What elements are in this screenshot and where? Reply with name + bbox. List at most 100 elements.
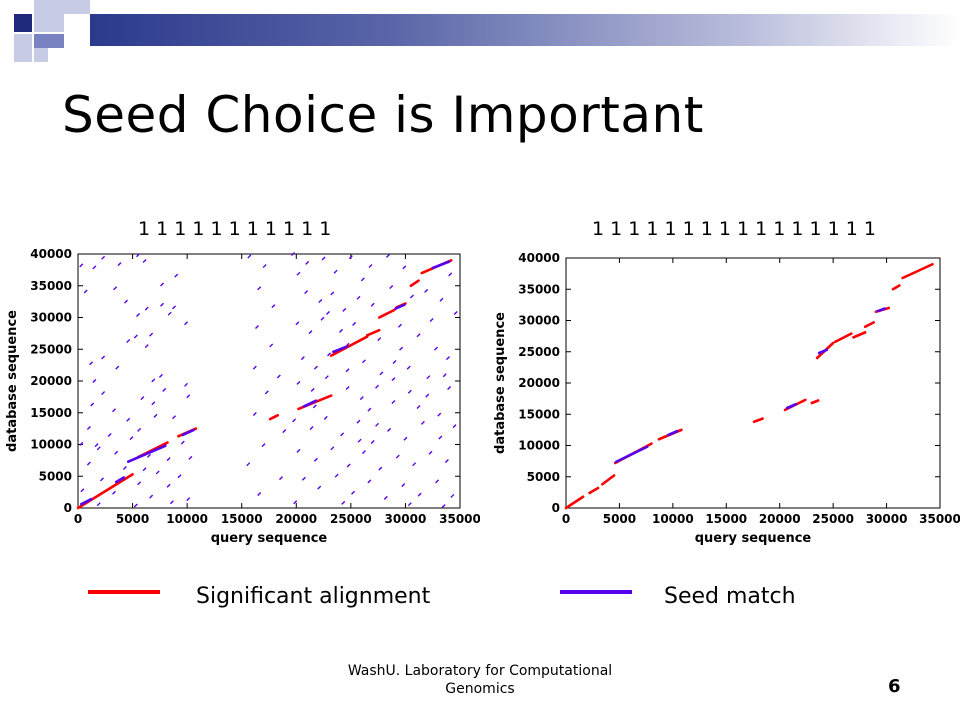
seed-hit-point bbox=[149, 494, 154, 499]
significant-alignment-segment bbox=[833, 332, 853, 344]
seed-hit-point bbox=[158, 373, 163, 378]
x-tick-label: 5000 bbox=[603, 512, 636, 526]
seed-hit-point bbox=[341, 500, 346, 505]
seed-hit-point bbox=[172, 305, 177, 310]
seed-hit-point bbox=[323, 415, 328, 420]
y-tick-label: 40000 bbox=[518, 251, 560, 265]
seed-hit-point bbox=[345, 385, 350, 390]
legend-significant-swatch bbox=[88, 590, 160, 594]
y-tick-label: 20000 bbox=[518, 376, 560, 390]
seed-hit-point bbox=[370, 439, 375, 444]
seed-hit-point bbox=[375, 384, 380, 389]
seed-hit-point bbox=[279, 476, 284, 481]
seed-hit-point bbox=[117, 262, 122, 267]
y-tick-label: 30000 bbox=[30, 311, 72, 325]
seed-hit-point bbox=[79, 263, 84, 268]
y-tick-label: 15000 bbox=[518, 407, 560, 421]
seed-hit-point bbox=[115, 365, 120, 370]
seed-hit-point bbox=[361, 450, 366, 455]
seed-hit-point bbox=[186, 497, 191, 502]
seed-hit-point bbox=[252, 412, 257, 417]
seed-hit-point bbox=[160, 282, 165, 287]
y-tick-label: 35000 bbox=[30, 279, 72, 293]
seed-hit-point bbox=[437, 412, 442, 417]
seed-hit-point bbox=[146, 453, 151, 458]
seed-hit-point bbox=[379, 371, 384, 376]
x-tick-label: 10000 bbox=[652, 512, 694, 526]
seed-hit-point bbox=[333, 269, 338, 274]
y-tick-label: 30000 bbox=[518, 314, 560, 328]
seed-hit-point bbox=[424, 288, 429, 293]
seed-hit-point bbox=[409, 294, 414, 299]
x-tick-label: 20000 bbox=[275, 512, 317, 526]
y-tick-label: 5000 bbox=[39, 469, 72, 483]
seed-hit-point bbox=[107, 432, 112, 437]
seed-hit-point bbox=[346, 463, 351, 468]
significant-alignment-segment bbox=[863, 321, 876, 329]
seed-hit-point bbox=[308, 330, 313, 335]
seed-hit-point bbox=[247, 254, 252, 259]
significant-alignment-segment bbox=[852, 331, 867, 339]
seed-hit-point bbox=[324, 375, 329, 380]
page-number: 6 bbox=[888, 676, 901, 697]
seed-hit-point bbox=[330, 446, 335, 451]
seed-hit-point bbox=[452, 424, 457, 429]
seed-hit-point bbox=[444, 459, 449, 464]
seed-hit-point bbox=[264, 390, 269, 395]
seed-hit-point bbox=[420, 420, 425, 425]
seed-hit-point bbox=[426, 375, 431, 380]
seed-hit-point bbox=[356, 419, 361, 424]
seed-hit-point bbox=[188, 455, 193, 460]
seed-hit-point bbox=[359, 396, 364, 401]
deco-square-lavender bbox=[14, 34, 32, 62]
seed-hit-point bbox=[186, 394, 191, 399]
seed-hit-point bbox=[129, 436, 134, 441]
seed-hit-point bbox=[122, 466, 127, 470]
seed-hit-point bbox=[445, 356, 450, 361]
seed-hit-point bbox=[441, 504, 446, 509]
seed-hit-point bbox=[317, 485, 322, 490]
x-tick-label: 15000 bbox=[705, 512, 747, 526]
deco-square-blue bbox=[34, 34, 64, 48]
seed-hit-point bbox=[126, 339, 131, 343]
seed-hit-point bbox=[429, 318, 434, 323]
seed-hit-point bbox=[367, 407, 372, 412]
legend-significant-label: Significant alignment bbox=[196, 584, 431, 609]
seed-hit-point bbox=[269, 343, 274, 348]
seed-hit-point bbox=[425, 393, 430, 398]
x-tick-label: 25000 bbox=[330, 512, 372, 526]
significant-alignment-segment bbox=[901, 262, 934, 280]
seed-hit-point bbox=[377, 337, 382, 342]
plot-frame bbox=[565, 257, 941, 509]
seed-pattern-label-right: 1 1 1 1 1 1 1 1 1 1 1 1 1 1 1 1 bbox=[592, 218, 877, 240]
plot-frame bbox=[77, 253, 461, 509]
seed-hit-point bbox=[137, 427, 142, 432]
seed-hit-point bbox=[392, 359, 397, 364]
seed-match-segment bbox=[114, 476, 126, 484]
seed-hit-point bbox=[295, 321, 300, 326]
seed-hit-point bbox=[438, 435, 443, 440]
seed-hit-point bbox=[254, 325, 259, 330]
seed-hit-point bbox=[113, 286, 118, 291]
seed-hit-point bbox=[309, 425, 314, 430]
significant-alignment-segment bbox=[601, 474, 616, 486]
significant-alignment-segment bbox=[377, 308, 396, 319]
slide-title: Seed Choice is Important bbox=[62, 86, 704, 144]
seed-hit-point bbox=[433, 346, 438, 351]
seed-hit-point bbox=[375, 422, 380, 427]
seed-hit-point bbox=[387, 427, 392, 432]
seed-hit-point bbox=[345, 342, 350, 347]
x-tick-label: 0 bbox=[562, 512, 570, 526]
seed-hit-point bbox=[407, 502, 412, 507]
seed-match-segment bbox=[817, 348, 829, 355]
seed-hit-point bbox=[101, 391, 106, 396]
seed-hit-point bbox=[385, 253, 390, 258]
seed-hit-point bbox=[450, 493, 455, 498]
seed-hit-point bbox=[403, 436, 408, 441]
seed-hit-point bbox=[325, 311, 330, 316]
significant-alignment-segment bbox=[365, 328, 381, 337]
seed-hit-point bbox=[100, 477, 105, 482]
x-tick-label: 30000 bbox=[866, 512, 908, 526]
y-axis-label: database sequence bbox=[493, 312, 508, 454]
seed-match-segment bbox=[876, 307, 886, 313]
